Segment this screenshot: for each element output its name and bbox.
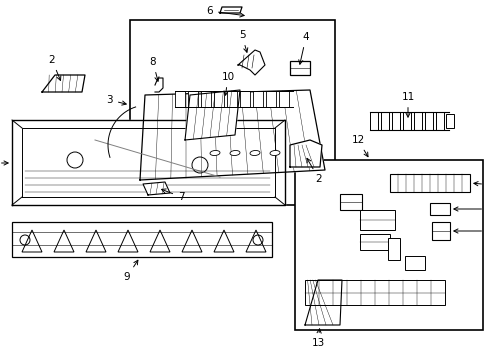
Bar	[389, 174, 469, 192]
Polygon shape	[220, 7, 242, 13]
Bar	[359, 234, 389, 250]
Bar	[435, 112, 443, 130]
Bar	[201, 91, 210, 107]
Polygon shape	[140, 90, 325, 180]
Bar	[431, 222, 449, 240]
Bar	[387, 238, 399, 260]
Bar	[294, 160, 482, 330]
Bar	[391, 112, 399, 130]
Text: 5: 5	[238, 30, 247, 52]
Bar	[369, 112, 377, 130]
Ellipse shape	[209, 150, 220, 156]
Ellipse shape	[229, 150, 240, 156]
Ellipse shape	[269, 150, 280, 156]
Bar	[305, 280, 444, 305]
Text: 8: 8	[149, 57, 159, 81]
Bar	[12, 222, 271, 257]
Bar	[413, 112, 421, 130]
Bar	[252, 91, 263, 107]
Polygon shape	[12, 120, 285, 205]
Polygon shape	[42, 75, 85, 92]
Bar	[404, 256, 424, 270]
Ellipse shape	[249, 150, 260, 156]
Bar	[445, 114, 453, 128]
Bar	[265, 91, 275, 107]
Bar	[339, 194, 361, 210]
Bar	[429, 203, 449, 215]
Text: 7: 7	[161, 189, 184, 202]
Text: 9: 9	[123, 260, 138, 282]
Text: 1: 1	[0, 158, 8, 168]
Text: 2: 2	[49, 55, 61, 80]
Bar	[289, 61, 309, 75]
Text: 3: 3	[106, 95, 126, 105]
Bar	[424, 112, 432, 130]
Text: 12: 12	[351, 135, 367, 157]
Text: 14: 14	[473, 180, 488, 190]
Bar	[187, 91, 198, 107]
Polygon shape	[142, 182, 170, 195]
Text: 13: 13	[311, 329, 324, 348]
Bar	[130, 20, 334, 205]
Text: 15: 15	[453, 204, 488, 214]
Bar	[359, 210, 394, 230]
Bar	[380, 112, 388, 130]
Text: 2: 2	[306, 158, 322, 184]
Text: 16: 16	[453, 226, 488, 236]
Bar	[402, 112, 410, 130]
Text: 6: 6	[206, 6, 244, 17]
Text: 11: 11	[401, 92, 414, 117]
Bar	[214, 91, 224, 107]
Bar	[279, 91, 288, 107]
Polygon shape	[305, 280, 341, 325]
Text: 4: 4	[298, 32, 309, 64]
Bar	[226, 91, 237, 107]
Bar	[240, 91, 249, 107]
Bar	[175, 91, 184, 107]
Polygon shape	[289, 140, 321, 167]
Text: 10: 10	[221, 72, 234, 95]
Polygon shape	[184, 90, 240, 140]
